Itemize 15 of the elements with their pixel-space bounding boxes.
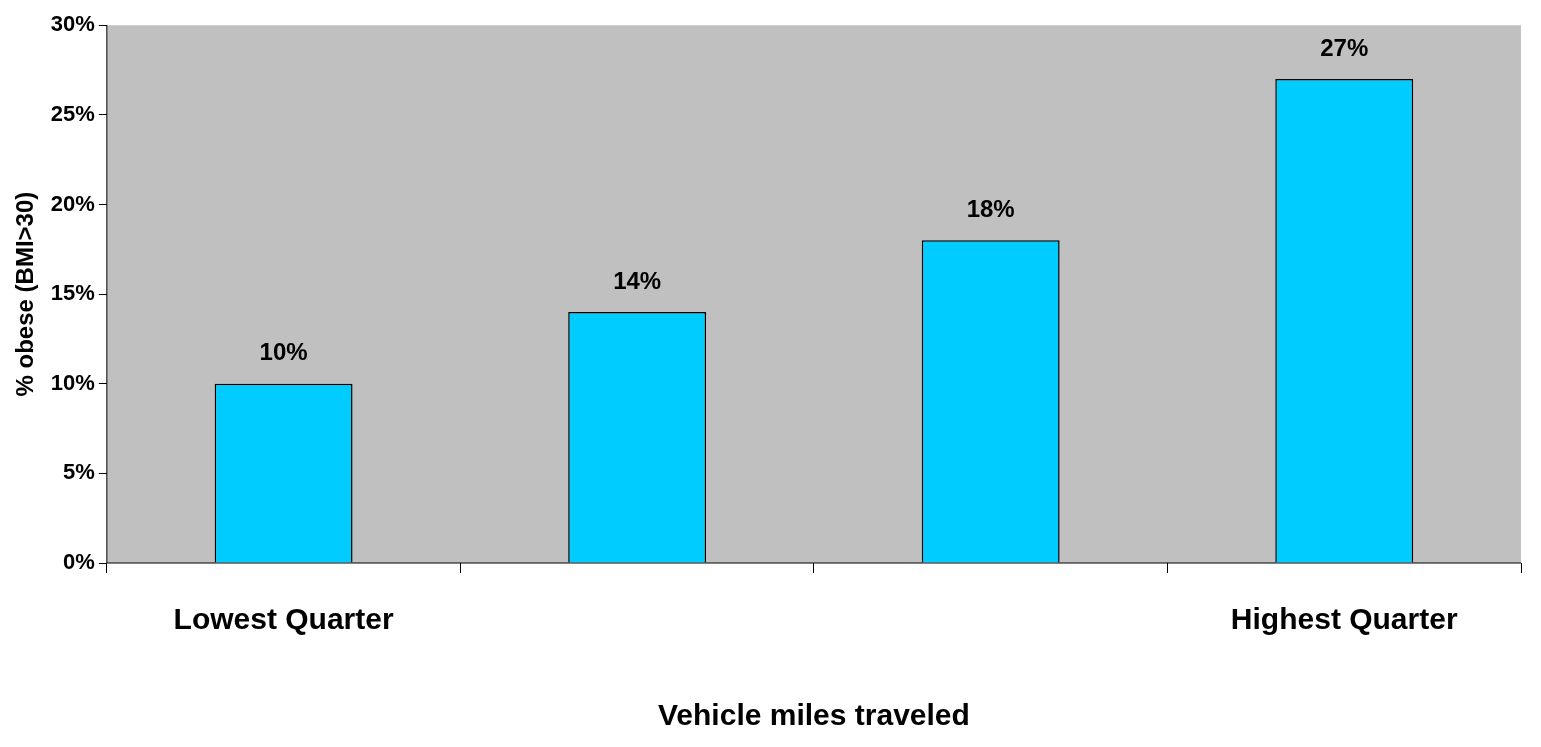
- x-axis-title: Vehicle miles traveled: [657, 698, 970, 732]
- y-tick-label: 25%: [50, 100, 95, 126]
- data-label: 18%: [966, 194, 1015, 222]
- y-tick-label: 5%: [63, 459, 95, 485]
- x-tick-label: Lowest Quarter: [173, 602, 394, 636]
- x-tick-label: Highest Quarter: [1230, 602, 1458, 636]
- data-label: 14%: [613, 266, 662, 294]
- y-tick-label: 20%: [50, 190, 95, 216]
- y-tick-label: 10%: [50, 369, 95, 395]
- y-axis-title: % obese (BMI>30): [11, 191, 39, 397]
- y-tick-label: 0%: [63, 549, 95, 575]
- y-tick-label: 15%: [50, 280, 95, 306]
- data-label: 27%: [1320, 33, 1369, 61]
- data-label: 10%: [259, 338, 308, 366]
- y-tick-label: 30%: [50, 11, 95, 37]
